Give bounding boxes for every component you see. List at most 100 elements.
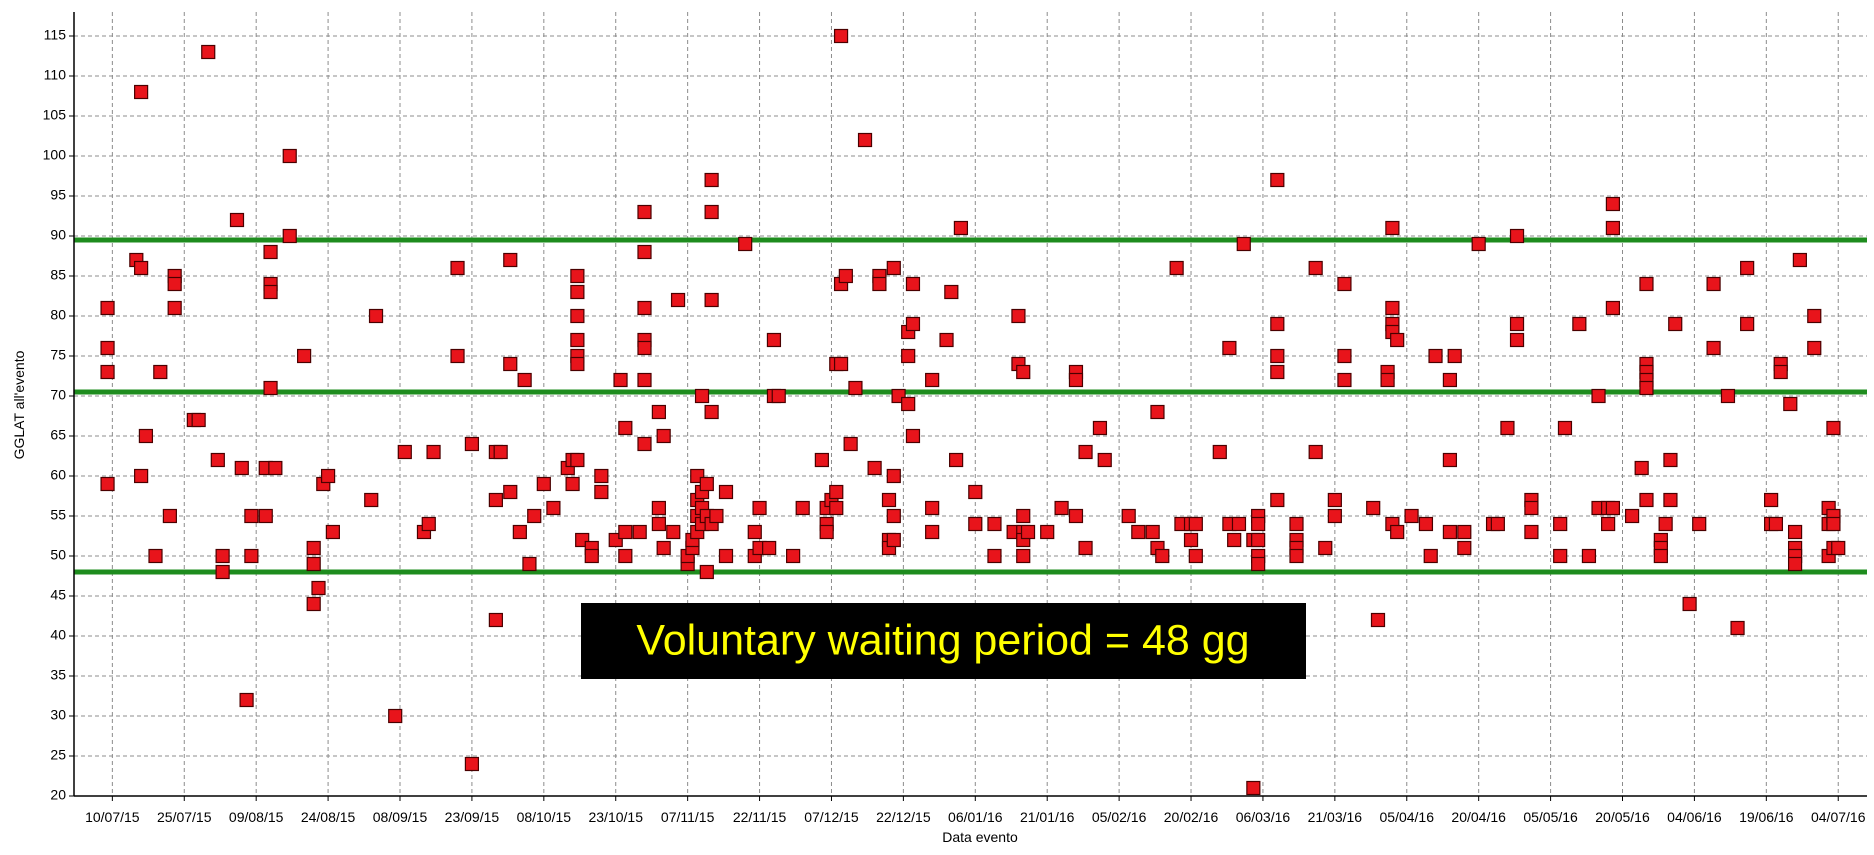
point [1418, 516, 1434, 532]
y-tick-label: 45 [50, 587, 66, 603]
point [718, 548, 734, 564]
x-tick-label: 22/11/15 [733, 809, 787, 825]
point [704, 172, 719, 188]
point [1337, 348, 1352, 364]
point [1639, 492, 1654, 508]
point [1251, 556, 1266, 572]
point [886, 260, 901, 276]
point [1251, 532, 1266, 548]
point [100, 340, 115, 356]
y-tick-label: 30 [50, 707, 66, 723]
x-tick-label: 06/03/16 [1236, 809, 1291, 825]
point [215, 564, 230, 580]
point [867, 460, 882, 476]
point [1404, 508, 1419, 524]
point [263, 284, 278, 300]
point [258, 508, 273, 524]
point [1490, 516, 1505, 532]
point [570, 452, 585, 468]
point [388, 708, 403, 724]
point [1524, 524, 1539, 540]
point [522, 556, 537, 572]
point [1078, 444, 1093, 460]
annotation-box [581, 603, 1306, 679]
point [1390, 332, 1405, 348]
point [570, 308, 585, 324]
x-axis-title: Data evento [942, 829, 1018, 845]
point [939, 332, 954, 348]
point [881, 492, 897, 508]
point [167, 300, 182, 316]
x-tick-label: 09/08/15 [229, 809, 284, 825]
point [364, 492, 379, 508]
point [1605, 500, 1621, 516]
point [450, 348, 465, 364]
x-tick-label: 20/05/16 [1595, 809, 1650, 825]
point [1068, 372, 1084, 388]
y-tick-label: 20 [50, 787, 66, 803]
x-tick-label: 23/10/15 [588, 809, 643, 825]
point [306, 556, 321, 572]
point [1380, 372, 1395, 388]
point [1092, 420, 1108, 436]
point [244, 548, 259, 564]
point [570, 332, 585, 348]
point [1706, 276, 1721, 292]
y-tick-label: 40 [50, 627, 66, 643]
point [1236, 236, 1251, 252]
point [1624, 508, 1640, 524]
y-tick-label: 65 [50, 427, 66, 443]
point [762, 540, 777, 556]
point [1078, 540, 1093, 556]
point [833, 28, 849, 44]
point [1792, 252, 1807, 268]
point [1366, 500, 1381, 516]
point [244, 508, 259, 524]
point [162, 508, 177, 524]
point [512, 524, 527, 540]
point [1557, 420, 1573, 436]
point [1131, 524, 1146, 540]
point [1327, 492, 1342, 508]
point [215, 548, 230, 564]
point [570, 284, 585, 300]
point [1270, 348, 1285, 364]
point [488, 492, 503, 508]
point [570, 268, 585, 284]
point [1773, 364, 1788, 380]
y-tick-label: 70 [50, 387, 66, 403]
point [949, 452, 964, 468]
point [210, 452, 225, 468]
point [1524, 500, 1539, 516]
point [1308, 260, 1323, 276]
point [670, 292, 686, 308]
point [709, 508, 724, 524]
point [651, 516, 666, 532]
y-tick-label: 75 [50, 347, 66, 363]
point [1720, 388, 1736, 404]
point [651, 404, 666, 420]
point [100, 364, 115, 380]
point [872, 276, 887, 292]
point [925, 500, 940, 516]
point [100, 300, 115, 316]
point [263, 380, 278, 396]
point [1318, 540, 1333, 556]
point [637, 340, 652, 356]
point [1442, 372, 1458, 388]
point [905, 316, 921, 332]
point [1188, 548, 1203, 564]
point [656, 540, 671, 556]
point [901, 396, 916, 412]
point [239, 692, 254, 708]
x-tick-label: 08/09/15 [373, 809, 428, 825]
x-tick-label: 07/11/15 [661, 809, 715, 825]
point [536, 476, 551, 492]
point [1390, 524, 1405, 540]
point [263, 244, 278, 260]
point [637, 204, 652, 220]
point [397, 444, 412, 460]
point [1327, 508, 1342, 524]
point [1289, 516, 1304, 532]
